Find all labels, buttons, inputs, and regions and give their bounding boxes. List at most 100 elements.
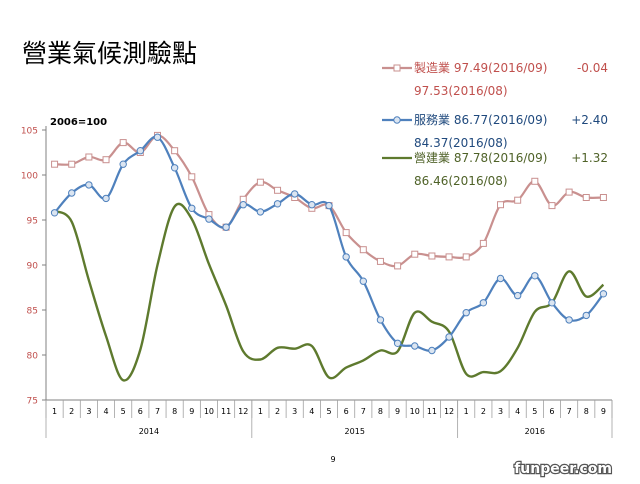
y-tick-label: 85 [27,307,38,317]
data-point [394,262,402,270]
data-point [462,309,470,317]
x-tick-label: 9 [395,407,400,416]
data-point [342,229,350,237]
legend-text: 製造業 97.49(2016/09) [414,61,547,75]
data-point [51,160,59,168]
data-point [496,274,505,283]
series-2 [50,133,608,355]
data-point [342,253,350,261]
data-point [411,342,419,350]
data-point [325,201,333,210]
x-tick-label: 4 [103,407,108,416]
data-point [85,181,93,189]
data-point [239,201,247,209]
data-point [50,209,59,217]
data-point [548,202,556,210]
y-tick-label: 75 [27,397,38,407]
x-tick-label: 1 [52,407,57,416]
data-point [582,311,590,320]
data-point [102,156,110,164]
x-tick-label: 6 [344,407,349,416]
x-tick-label: 10 [410,407,420,416]
data-point [376,316,385,324]
data-point [359,246,367,254]
x-tick-label: 3 [86,407,91,416]
data-point [445,333,453,341]
data-point [153,133,162,141]
year-label: 2016 [525,427,545,436]
legend-swatch-marker [393,64,401,72]
legend-swatch-marker [393,116,401,124]
x-tick-label: 5 [326,407,331,416]
data-point [188,204,196,213]
data-point [428,346,436,355]
legend-entry-3: 營建業 87.78(2016/09) +1.32 86.46(2016/08) [382,151,608,188]
data-point [548,299,556,307]
page-title: 營業氣候測驗點 [22,39,197,68]
y-tick-label: 105 [21,127,38,137]
data-point [565,316,573,324]
series-3 [53,202,605,382]
x-tick-label: 4 [515,407,520,416]
x-tick-label: 1 [464,407,469,416]
legend: 製造業 97.49(2016/09) -0.04 97.53(2016/08) 服務業… [382,61,608,188]
data-point [188,173,196,181]
base-note: 2006=100 [50,117,107,128]
x-tick-label: 12 [444,407,454,416]
data-point [256,208,265,216]
data-point [290,190,299,198]
series-layer [50,131,608,382]
x-tick-label: 7 [567,407,572,416]
data-point [428,252,436,260]
data-point [531,272,539,280]
data-point [376,257,384,265]
x-tick-label: 11 [427,407,437,416]
x-tick-label: 2 [69,407,74,416]
legend-change: +2.40 [571,113,608,127]
data-point [514,196,522,204]
series-line [53,135,605,352]
x-tick-label: 4 [309,407,314,416]
data-point [136,147,145,155]
x-tick-label: 3 [498,407,503,416]
x-tick-label: 3 [292,407,297,416]
x-tick-label: 2 [481,407,486,416]
data-point [308,201,316,209]
x-tick-label: 11 [221,407,231,416]
data-point [445,253,453,261]
data-point [411,250,419,258]
data-point [68,189,76,197]
legend-previous: 84.37(2016/08) [414,136,508,150]
data-point [273,200,282,208]
legend-change: -0.04 [577,61,608,75]
y-tick-label: 95 [27,217,38,227]
x-tick-label: 10 [204,407,214,416]
data-point [359,277,368,285]
data-point [513,291,522,300]
x-tick-label: 8 [584,407,589,416]
x-tick-label: 9 [601,407,606,416]
data-point [222,223,230,231]
x-tick-label: 12 [238,407,248,416]
page-number: 9 [330,455,335,464]
legend-entry-2: 服務業 86.77(2016/09) +2.40 84.37(2016/08) [382,113,608,150]
data-point [68,160,76,168]
year-label: 2015 [345,427,365,436]
x-tick-label: 1 [258,407,263,416]
data-point [599,194,607,201]
data-point [462,253,470,261]
data-point [497,201,505,209]
x-tick-label: 8 [378,407,383,416]
x-tick-label: 7 [155,407,160,416]
x-tick-label: 5 [121,407,126,416]
data-point [119,139,127,147]
x-tick-label: 2 [275,407,280,416]
y-tick-label: 90 [27,262,39,272]
data-point [599,290,608,298]
y-tick-label: 80 [27,352,39,362]
legend-entry-1: 製造業 97.49(2016/09) -0.04 97.53(2016/08) [382,61,608,98]
data-point [119,160,127,168]
